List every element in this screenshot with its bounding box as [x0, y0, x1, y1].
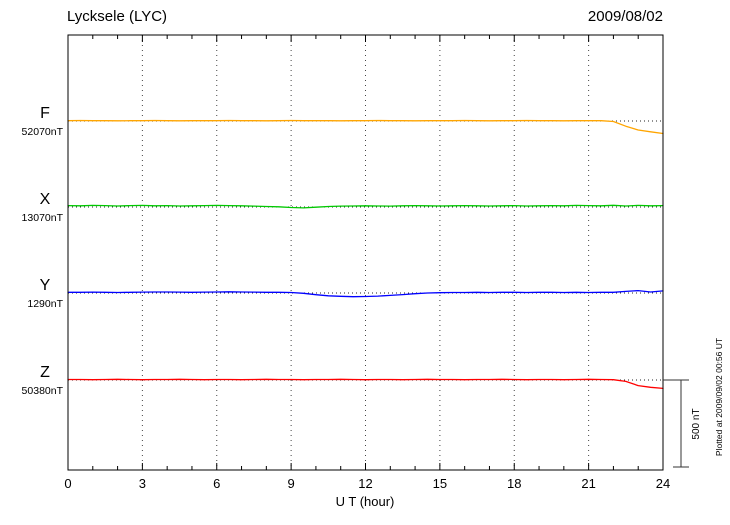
- x-tick-label-6: 6: [213, 476, 220, 491]
- plot-frame: [67, 34, 664, 471]
- trace-Z: [67, 378, 664, 390]
- series-baseline-value-F: 52070nT: [22, 126, 64, 138]
- trace-F: [67, 119, 664, 135]
- x-tick-label-24: 24: [656, 476, 670, 491]
- x-tick-label-21: 21: [581, 476, 595, 491]
- scale-bar: 500 nT: [663, 379, 702, 468]
- x-tick-label-9: 9: [288, 476, 295, 491]
- scale-bar-label: 500 nT: [691, 408, 702, 439]
- x-tick-label-15: 15: [433, 476, 447, 491]
- series-label-Y: Y: [40, 277, 51, 294]
- tick-layer: 0 3 6 9 12 15 18 21 24: [64, 35, 670, 491]
- series-label-layer: F 52070nT X 13070nT Y 1290nT Z 50380nT: [22, 105, 64, 397]
- x-axis-label: U T (hour): [336, 494, 395, 509]
- station-title: Lycksele (LYC): [67, 8, 167, 25]
- series-label-X: X: [40, 191, 51, 208]
- x-tick-label-18: 18: [507, 476, 521, 491]
- series-baseline-value-X: 13070nT: [22, 212, 64, 224]
- x-tick-label-3: 3: [139, 476, 146, 491]
- trace-X: [67, 204, 664, 209]
- plot-timestamp-note: Plotted at 2009/09/02 00:56 UT: [714, 338, 724, 456]
- trace-layer: [67, 119, 664, 390]
- grid-layer: [68, 35, 663, 470]
- x-tick-label-0: 0: [64, 476, 71, 491]
- series-label-F: F: [40, 105, 50, 122]
- trace-Y: [67, 289, 664, 298]
- series-baseline-value-Z: 50380nT: [22, 385, 64, 397]
- series-label-Z: Z: [40, 364, 50, 381]
- x-tick-label-12: 12: [358, 476, 372, 491]
- series-baseline-value-Y: 1290nT: [27, 298, 63, 310]
- plot-date: 2009/08/02: [588, 8, 663, 25]
